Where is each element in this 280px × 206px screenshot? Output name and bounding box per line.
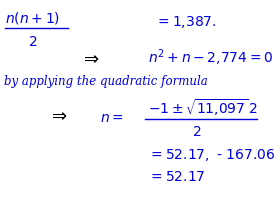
Text: $\Rightarrow$: $\Rightarrow$ — [80, 49, 100, 67]
Text: $n =$: $n =$ — [100, 110, 124, 124]
Text: $= 52.17,\ \text{-}\ 167.06$: $= 52.17,\ \text{-}\ 167.06$ — [148, 146, 276, 162]
Text: $2$: $2$ — [28, 35, 38, 49]
Text: $n(n+1)$: $n(n+1)$ — [5, 10, 60, 26]
Text: $-1 \pm \sqrt{11{,}097}\,2$: $-1 \pm \sqrt{11{,}097}\,2$ — [148, 97, 258, 118]
Text: $= 52.17$: $= 52.17$ — [148, 169, 206, 183]
Text: by applying the quadratic formula: by applying the quadratic formula — [4, 75, 208, 88]
Text: $\Rightarrow$: $\Rightarrow$ — [48, 105, 68, 123]
Text: $= 1{,}387.$: $= 1{,}387.$ — [155, 14, 217, 30]
Text: $2$: $2$ — [192, 124, 202, 138]
Text: $n^2 + n - 2{,}774 = 0$: $n^2 + n - 2{,}774 = 0$ — [148, 47, 273, 68]
